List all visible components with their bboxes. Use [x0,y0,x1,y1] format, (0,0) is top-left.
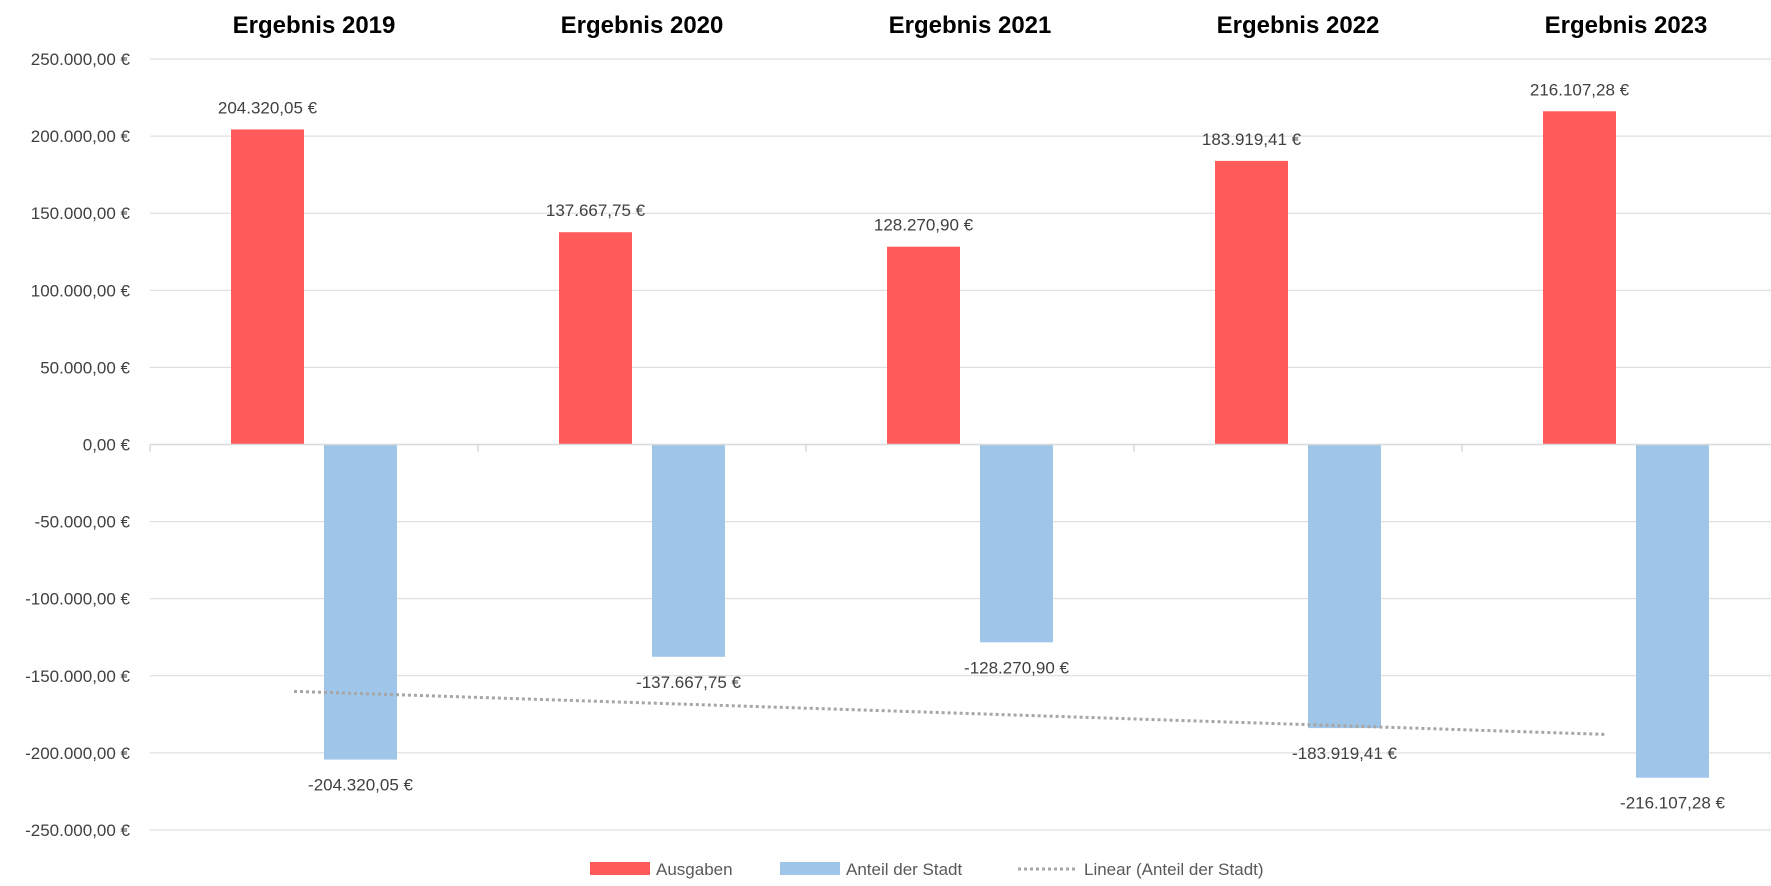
legend-trendline: Linear (Anteil der Stadt) [1018,860,1264,879]
bar-anteil-der-stadt [980,444,1053,643]
bar-ausgaben [1543,111,1616,445]
data-label: -183.919,41 € [1292,744,1397,763]
trendline-linear [293,689,1607,736]
category-label: Ergebnis 2023 [1545,12,1708,39]
bar-ausgaben [887,246,960,445]
y-tick-label: 100.000,00 € [31,281,131,300]
data-label: 137.667,75 € [546,201,646,220]
data-label: 204.320,05 € [218,98,318,117]
bar-anteil-der-stadt [652,444,725,657]
zero-axis [149,443,1771,452]
bar-anteil-der-stadt [324,444,397,760]
y-tick-label: 250.000,00 € [31,50,131,69]
data-label: -128.270,90 € [964,658,1069,677]
legend-label: Ausgaben [656,860,733,879]
y-axis-tick-labels: 250.000,00 € 200.000,00 € 150.000,00 € 100.… [25,50,130,840]
category-labels: Ergebnis 2019 Ergebnis 2020 Ergebnis 2021 E… [233,12,1708,39]
legend-swatch [780,862,840,875]
y-tick-label: 0,00 € [83,436,131,455]
y-tick-label: -50.000,00 € [35,513,131,532]
legend-swatch [590,862,650,875]
data-label: 216.107,28 € [1530,80,1630,99]
category-label: Ergebnis 2019 [233,12,396,39]
y-tick-label: -250.000,00 € [25,821,130,840]
category-label: Ergebnis 2020 [561,12,724,39]
bars [231,111,1709,778]
data-label: 183.919,41 € [1202,130,1302,149]
data-label: 128.270,90 € [874,216,974,235]
bar-anteil-der-stadt [1636,444,1709,778]
bar-ausgaben [231,129,304,445]
trendline [293,689,1607,736]
legend-anteil-der-stadt: Anteil der Stadt [780,860,963,879]
y-tick-label: -200.000,00 € [25,744,130,763]
legend-label: Linear (Anteil der Stadt) [1084,860,1264,879]
bar-ausgaben [1215,160,1288,445]
y-tick-label: -100.000,00 € [25,590,130,609]
category-label: Ergebnis 2022 [1217,12,1380,39]
legend-label: Anteil der Stadt [846,860,963,879]
data-labels: 204.320,05 € 137.667,75 € 128.270,90 € 183.… [218,80,1726,812]
legend-ausgaben: Ausgaben [590,860,733,879]
y-tick-label: -150.000,00 € [25,667,130,686]
y-tick-label: 50.000,00 € [40,358,130,377]
legend: Ausgaben Anteil der Stadt Linear (Anteil d… [590,860,1264,879]
data-label: -204.320,05 € [308,776,413,795]
grid-lines [150,58,1771,831]
category-label: Ergebnis 2021 [889,12,1052,39]
y-tick-label: 150.000,00 € [31,204,131,223]
y-tick-label: 200.000,00 € [31,127,131,146]
data-label: -216.107,28 € [1620,794,1725,813]
bar-anteil-der-stadt [1308,444,1381,729]
data-label: -137.667,75 € [636,673,741,692]
bar-ausgaben [559,232,632,445]
